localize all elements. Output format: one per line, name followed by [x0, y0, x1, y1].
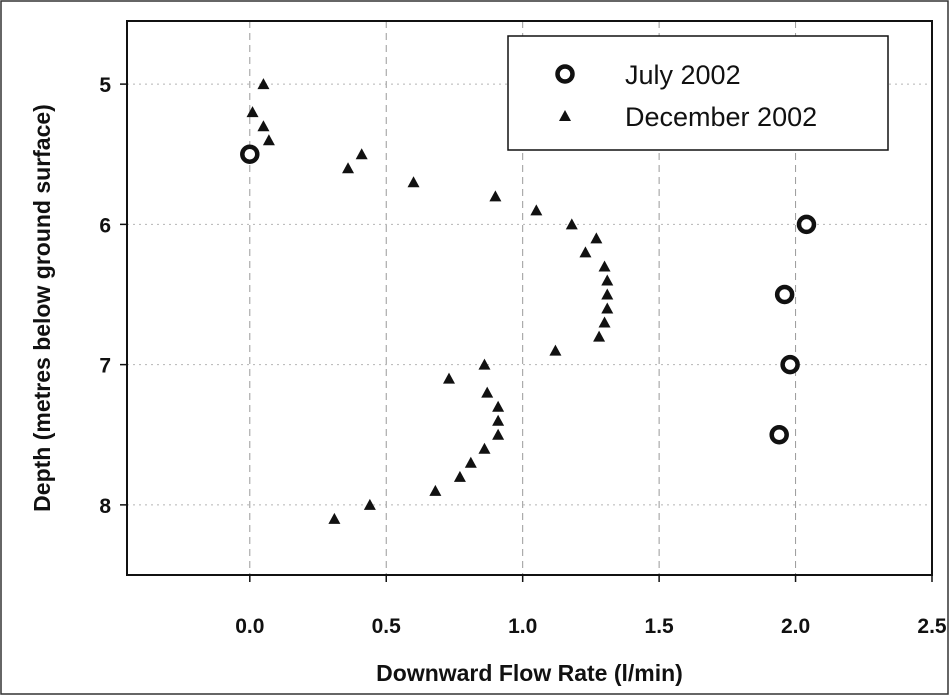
- data-point-triangle: [363, 498, 376, 510]
- data-point-triangle: [355, 148, 368, 160]
- data-point-triangle: [481, 386, 494, 398]
- data-point-triangle: [246, 106, 259, 118]
- legend-marker-december-2002: [559, 110, 571, 121]
- data-point-triangle: [443, 372, 455, 384]
- data-point-triangle: [492, 414, 505, 426]
- data-point-triangle: [262, 134, 275, 146]
- legend-triangle-icon: [559, 110, 571, 121]
- data-point-triangle: [601, 274, 614, 286]
- data-point-triangle: [257, 78, 270, 90]
- data-point-circle: [769, 424, 789, 445]
- x-tick-label: 0.0: [235, 615, 264, 638]
- data-point-triangle: [257, 120, 270, 132]
- data-point-triangle: [489, 190, 502, 202]
- y-tick-label: 5: [99, 74, 111, 97]
- x-axis-title: Downward Flow Rate (l/min): [376, 660, 683, 686]
- data-point-triangle: [464, 456, 477, 468]
- data-point-triangle: [590, 232, 603, 244]
- y-tick-label: 7: [99, 355, 111, 378]
- data-point-triangle: [593, 330, 606, 342]
- data-point-circle: [774, 284, 795, 305]
- data-point-triangle: [478, 358, 491, 370]
- data-point-circle: [796, 214, 817, 235]
- x-tick-label: 1.5: [645, 615, 675, 638]
- legend-label-july-2002: July 2002: [625, 60, 741, 90]
- legend-circle-icon: [555, 64, 575, 84]
- data-point-triangle: [601, 288, 614, 300]
- data-point-circle: [780, 354, 800, 375]
- plot-area: [126, 20, 933, 576]
- x-tick-label: 1.0: [508, 615, 537, 638]
- data-point-triangle: [492, 428, 505, 440]
- data-point-circle: [240, 144, 260, 164]
- series-july-2002: [240, 144, 817, 445]
- series-december-2002: [246, 78, 614, 524]
- legend-label-december-2002: December 2002: [625, 102, 817, 132]
- data-point-triangle: [429, 484, 442, 496]
- data-point-triangle: [492, 400, 505, 412]
- legend-marker-july-2002: [555, 64, 575, 84]
- data-point-triangle: [453, 470, 466, 482]
- x-tick-label: 0.5: [372, 615, 402, 638]
- y-axis-ticks: 5 6 7 8: [99, 74, 127, 518]
- data-point-triangle: [478, 442, 491, 454]
- data-point-triangle: [530, 204, 543, 216]
- data-point-triangle: [342, 162, 355, 174]
- data-markers: [240, 78, 817, 524]
- data-point-triangle: [579, 246, 592, 258]
- legend-box: [507, 35, 889, 151]
- x-axis-ticks: 0.0 0.5 1.0 1.5 2.0 2.5: [235, 575, 947, 638]
- legend: July 2002 December 2002: [507, 35, 889, 151]
- data-point-triangle: [407, 176, 420, 188]
- x-tick-label: 2.0: [781, 615, 810, 638]
- data-point-triangle: [549, 344, 562, 356]
- data-point-triangle: [598, 316, 611, 328]
- data-point-triangle: [598, 260, 611, 272]
- y-tick-label: 8: [99, 495, 111, 518]
- data-point-triangle: [565, 218, 578, 230]
- data-point-triangle: [328, 512, 341, 524]
- x-tick-label: 2.5: [917, 615, 947, 638]
- data-point-triangle: [601, 302, 614, 314]
- y-axis-title: Depth (metres below ground surface): [29, 104, 55, 512]
- y-tick-label: 6: [99, 214, 111, 237]
